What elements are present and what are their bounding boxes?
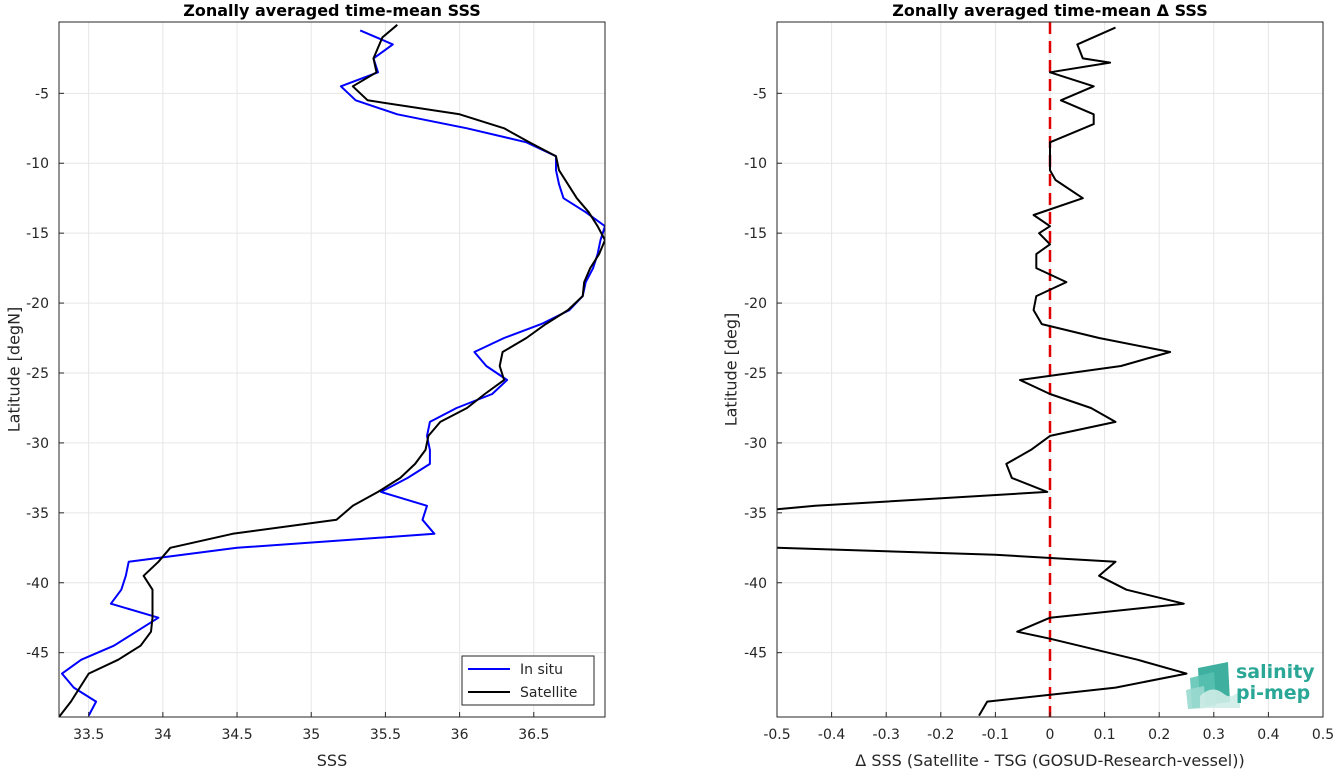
x-tick-label: 33.5 [73, 727, 104, 743]
x-tick-label: -0.5 [763, 727, 790, 743]
x-tick-label: 36.5 [518, 727, 549, 743]
logo-text-line2: pi-mep [1236, 682, 1310, 704]
x-tick-label: -0.4 [818, 727, 845, 743]
logo-wave-icon [1186, 662, 1240, 709]
left-axes-frame [58, 21, 606, 718]
in-situ-series-line-0 [61, 29, 605, 717]
left-x-axis-label: SSS [317, 751, 347, 769]
legend-box [461, 655, 595, 706]
delta-series-line-0 [777, 26, 1172, 511]
y-tick-label: -10 [744, 156, 767, 172]
y-tick-label: -40 [26, 576, 49, 592]
right-axes-frame [776, 21, 1324, 718]
x-tick-label: -0.1 [982, 727, 1009, 743]
y-tick-label: -30 [744, 436, 767, 452]
left-tick-labels: 33.5 34 34.5 35 35.5 36 36.5 -5 -10 -15 -20 -25 -30 -… [26, 86, 549, 743]
y-tick-label: -35 [744, 506, 767, 522]
x-tick-label: -0.2 [927, 727, 954, 743]
x-tick-label: 36 [451, 727, 469, 743]
x-tick-label: 34.5 [221, 727, 252, 743]
left-y-axis-label: Latitude [degN] [5, 307, 24, 433]
x-tick-label: 34 [154, 727, 172, 743]
x-tick-label: 0.4 [1257, 727, 1279, 743]
satellite-series-line-1 [59, 24, 605, 717]
y-tick-label: -25 [26, 366, 49, 382]
x-tick-label: 35 [302, 727, 320, 743]
y-tick-label: -35 [26, 506, 49, 522]
y-tick-label: -15 [26, 226, 49, 242]
y-tick-label: -45 [26, 646, 49, 662]
x-tick-label: 35.5 [370, 727, 401, 743]
y-tick-label: -20 [744, 296, 767, 312]
x-tick-label: 0.5 [1312, 727, 1334, 743]
x-tick-label: 0.1 [1093, 727, 1115, 743]
x-tick-label: 0.3 [1203, 727, 1225, 743]
right-series-lines [777, 22, 1188, 717]
y-tick-label: -30 [26, 436, 49, 452]
left-grid [59, 22, 605, 717]
delta-series-line-1 [777, 546, 1188, 717]
right-x-axis-label: Δ SSS (Satellite - TSG (GOSUD-Research-v… [855, 751, 1244, 769]
right-y-axis-label: Latitude [deg] [722, 313, 741, 427]
right-tick-labels: -0.5 -0.4 -0.3 -0.2 -0.1 0 0.1 0.2 0.3 0.4 0.5 -5 -1… [744, 86, 1334, 743]
left-series-lines [59, 24, 605, 717]
legend-label-in-situ: In situ [520, 662, 563, 678]
x-tick-label: -0.3 [873, 727, 900, 743]
y-tick-label: -20 [26, 296, 49, 312]
right-chart-title: Zonally averaged time-mean Δ SSS [892, 1, 1208, 20]
x-tick-label: 0 [1046, 727, 1055, 743]
y-tick-label: -10 [26, 156, 49, 172]
y-tick-label: -5 [753, 86, 767, 102]
salinity-pi-mep-logo: salinity pi-mep [1186, 661, 1315, 709]
y-tick-label: -5 [35, 86, 49, 102]
x-tick-label: 0.2 [1148, 727, 1170, 743]
left-chart-title: Zonally averaged time-mean SSS [183, 1, 481, 20]
y-tick-label: -40 [744, 576, 767, 592]
right-panel-delta-sss: -0.5 -0.4 -0.3 -0.2 -0.1 0 0.1 0.2 0.3 0.4 0.5 -5 -1… [722, 1, 1335, 769]
logo-text-line1: salinity [1236, 661, 1315, 683]
legend: In situ Satellite [461, 655, 595, 706]
legend-label-satellite: Satellite [520, 685, 577, 701]
y-tick-label: -15 [744, 226, 767, 242]
y-tick-label: -25 [744, 366, 767, 382]
y-tick-label: -45 [744, 646, 767, 662]
left-panel-sss: 33.5 34 34.5 35 35.5 36 36.5 -5 -10 -15 -20 -25 -30 -… [5, 1, 606, 769]
